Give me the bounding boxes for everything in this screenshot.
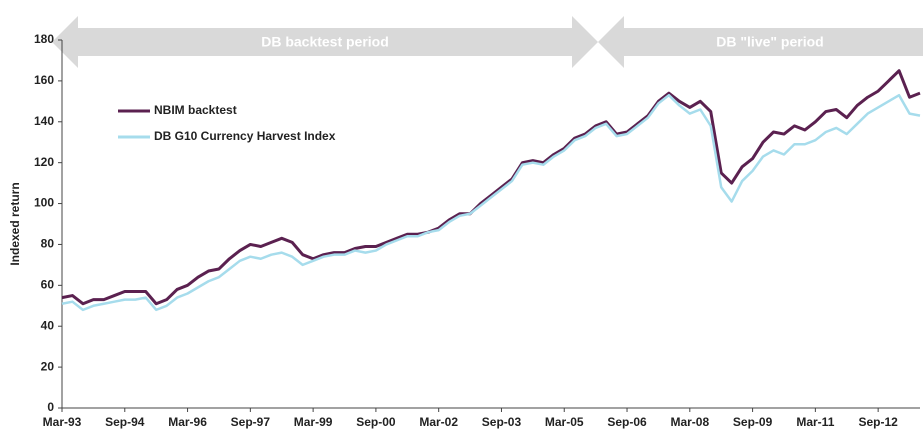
y-tick-label: 140: [34, 114, 54, 128]
y-tick-label: 180: [34, 32, 54, 46]
backtest-arrow: [52, 16, 598, 68]
y-tick-label: 100: [34, 196, 54, 210]
x-tick-label: Sep-06: [607, 415, 647, 429]
x-tick-label: Sep-97: [231, 415, 271, 429]
y-tick-label: 60: [41, 278, 55, 292]
legend-label: DB G10 Currency Harvest Index: [154, 129, 336, 143]
y-tick-label: 80: [41, 237, 55, 251]
x-tick-label: Sep-12: [858, 415, 898, 429]
x-tick-label: Mar-05: [545, 415, 584, 429]
x-tick-label: Mar-93: [43, 415, 82, 429]
x-tick-label: Sep-94: [105, 415, 145, 429]
x-tick-label: Mar-11: [796, 415, 834, 429]
x-tick-label: Mar-02: [419, 415, 458, 429]
y-axis-label: Indexed return: [8, 182, 22, 265]
x-tick-label: Mar-08: [670, 415, 709, 429]
x-tick-label: Sep-09: [733, 415, 773, 429]
x-tick-label: Mar-96: [168, 415, 207, 429]
legend-label: NBIM backtest: [154, 103, 237, 117]
y-tick-label: 120: [34, 155, 54, 169]
y-tick-label: 160: [34, 73, 54, 87]
y-tick-label: 40: [41, 318, 55, 332]
x-tick-label: Sep-00: [356, 415, 396, 429]
y-tick-label: 0: [47, 400, 54, 414]
x-tick-label: Mar-99: [294, 415, 333, 429]
y-tick-label: 20: [41, 359, 55, 373]
series-line: [61, 69, 921, 306]
x-tick-label: Sep-03: [482, 415, 522, 429]
live-arrow: [598, 16, 923, 68]
annotation: DB backtest period: [261, 34, 389, 50]
annotation: DB "live" period: [716, 34, 823, 50]
series-line: [61, 93, 921, 312]
